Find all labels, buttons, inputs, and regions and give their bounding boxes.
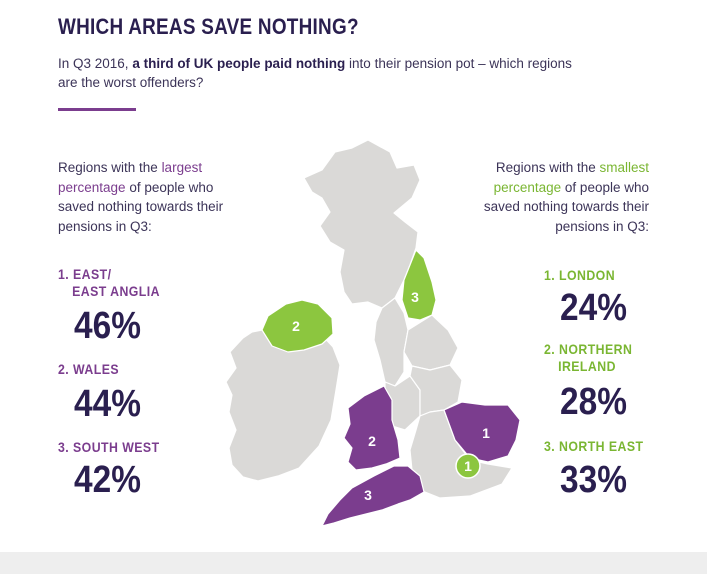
largest-intro-text-end: of people who saved nothing towards thei…	[58, 179, 224, 234]
largest-rank-2-value: 44%	[74, 383, 141, 425]
largest-rank-3-value: 42%	[74, 459, 141, 501]
subtitle-text: In Q3 2016,	[58, 56, 133, 71]
largest-intro-highlight: largest percentage	[58, 160, 203, 195]
marker-east: 1	[482, 425, 490, 441]
smallest-rank-1-value: 24%	[560, 287, 627, 329]
largest-rank-3-label: 3. SOUTH WEST	[58, 439, 160, 455]
smallest-intro-highlight: smallest percentage	[493, 160, 649, 195]
smallest-intro-text-end: of people who saved nothing towards thei…	[483, 179, 649, 234]
marker-london: 1	[464, 458, 472, 474]
largest-rank-1-value: 46%	[74, 305, 141, 347]
subtitle-text-end: into their pension pot – which regions a…	[58, 56, 572, 90]
ireland-region	[225, 315, 341, 482]
smallest-intro: Regions with the smallest percentage of …	[459, 158, 649, 236]
marker-northern-ireland: 2	[292, 318, 300, 334]
yorkshire-region	[403, 314, 459, 371]
marker-north-east: 3	[411, 289, 419, 305]
east-midlands-region	[409, 364, 463, 417]
smallest-rank-3-value: 33%	[560, 459, 627, 501]
subtitle-bold-text: a third of UK people paid nothing	[132, 56, 346, 71]
largest-rank-2-label: 2. WALES	[58, 361, 120, 377]
smallest-rank-3-label: 3. NORTH EAST	[544, 438, 644, 454]
north-west-region	[373, 297, 409, 387]
smallest-rank-2-label: 2. NORTHERN IRELAND	[544, 341, 633, 374]
smallest-rank-1-label: 1. LONDON	[544, 267, 616, 283]
scotland-region	[303, 139, 421, 309]
page-title: WHICH AREAS SAVE NOTHING?	[58, 14, 359, 39]
north-east-region	[401, 249, 437, 321]
largest-rank-1-label: 1. EAST/EAST ANGLIA	[58, 266, 160, 299]
marker-wales: 2	[368, 433, 376, 449]
smallest-intro-text: Regions with the	[495, 160, 600, 175]
marker-south-west: 3	[364, 487, 372, 503]
northern-ireland-region	[261, 299, 334, 353]
wales-region	[343, 385, 401, 471]
page-subtitle: In Q3 2016, a third of UK people paid no…	[58, 54, 578, 92]
largest-intro-text: Regions with the	[58, 160, 162, 175]
title-underline	[58, 108, 136, 111]
south-west-region	[321, 465, 425, 527]
east-anglia-region	[443, 401, 521, 463]
smallest-rank-2-value: 28%	[560, 381, 627, 423]
footer-band	[0, 552, 707, 574]
largest-intro: Regions with the largest percentage of p…	[58, 158, 248, 236]
london-region	[455, 453, 481, 479]
